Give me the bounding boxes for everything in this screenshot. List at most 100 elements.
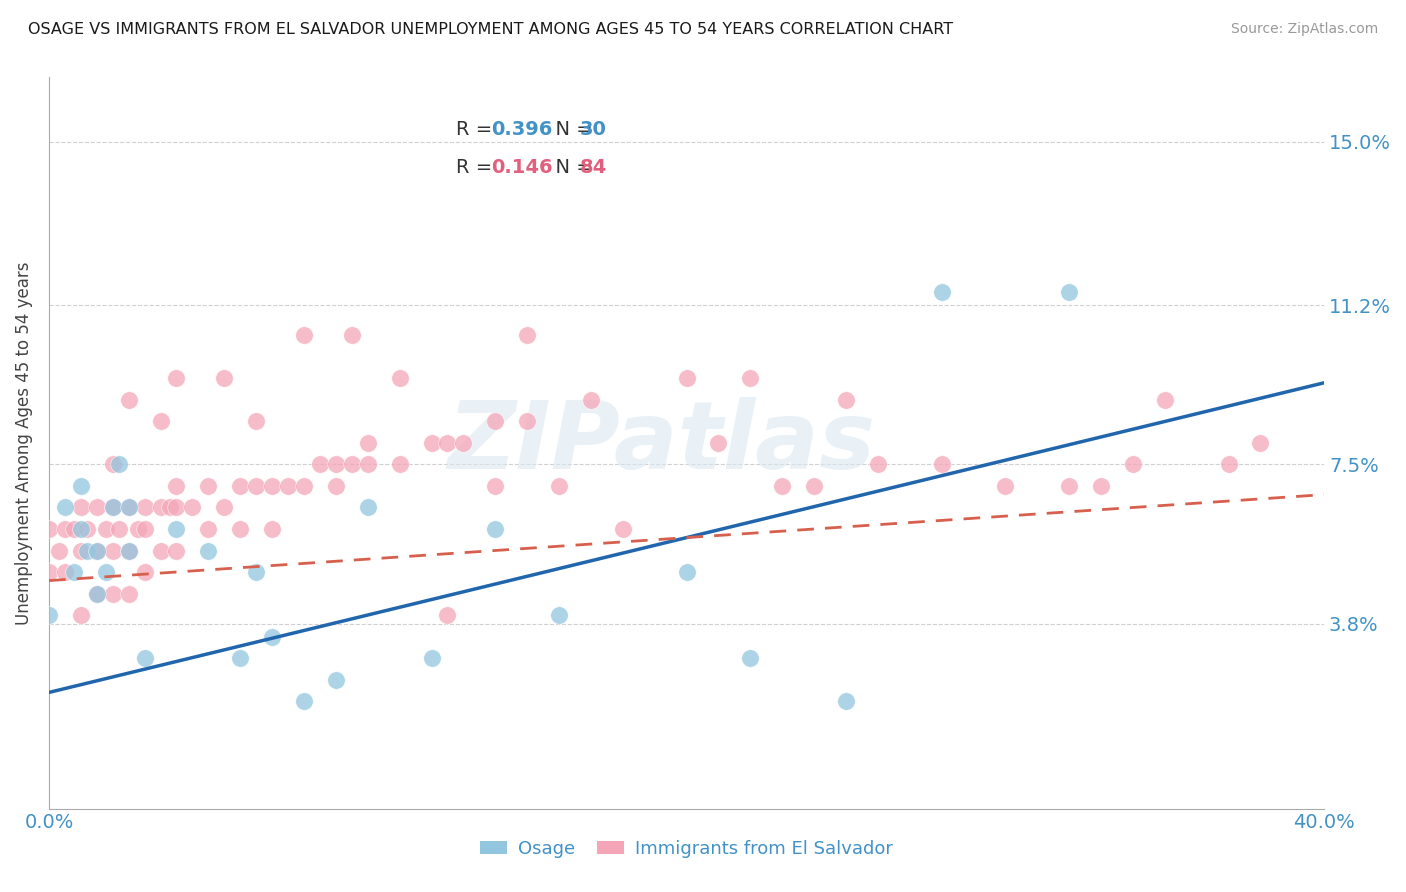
Point [340, 458, 363, 472]
Point [118, 543, 141, 558]
Point [166, 500, 188, 515]
Point [325, 458, 347, 472]
Point [245, 479, 267, 493]
Point [166, 479, 188, 493]
Point [516, 328, 538, 343]
Point [86, 543, 108, 558]
Point [38, 565, 60, 579]
Point [127, 522, 149, 536]
Point [612, 522, 634, 536]
Point [740, 371, 762, 385]
Point [931, 285, 953, 300]
Text: 84: 84 [579, 158, 606, 177]
Point [118, 586, 141, 600]
Point [229, 479, 252, 493]
Point [86, 586, 108, 600]
Point [835, 392, 858, 407]
Text: 0.396: 0.396 [491, 120, 553, 139]
Point [134, 565, 156, 579]
Point [76, 522, 98, 536]
Point [101, 586, 124, 600]
Point [149, 543, 172, 558]
Point [76, 543, 98, 558]
Point [340, 328, 363, 343]
Point [86, 500, 108, 515]
Point [325, 479, 347, 493]
Point [707, 436, 730, 450]
Text: 30: 30 [579, 120, 606, 139]
Point [1249, 436, 1271, 450]
Point [229, 522, 252, 536]
Point [166, 522, 188, 536]
Point [70, 500, 93, 515]
Point [70, 607, 93, 622]
Point [740, 651, 762, 665]
Point [70, 543, 93, 558]
Point [214, 500, 236, 515]
Point [48, 543, 70, 558]
Text: R =: R = [456, 158, 498, 177]
Point [357, 436, 380, 450]
Point [96, 522, 118, 536]
Point [866, 458, 889, 472]
Point [1057, 285, 1080, 300]
Legend: Osage, Immigrants from El Salvador: Osage, Immigrants from El Salvador [472, 833, 900, 865]
Point [262, 630, 284, 644]
Point [675, 565, 697, 579]
Point [118, 543, 141, 558]
Point [931, 458, 953, 472]
Point [63, 522, 86, 536]
Point [229, 651, 252, 665]
Point [1090, 479, 1112, 493]
Point [86, 586, 108, 600]
Point [292, 694, 315, 708]
Point [325, 673, 347, 687]
Point [1122, 458, 1144, 472]
Text: 0.146: 0.146 [491, 158, 553, 177]
Point [134, 651, 156, 665]
Point [101, 458, 124, 472]
Point [388, 458, 411, 472]
Point [101, 543, 124, 558]
Point [108, 522, 131, 536]
Point [484, 479, 506, 493]
Point [63, 565, 86, 579]
Point [1153, 392, 1175, 407]
Point [166, 371, 188, 385]
Text: ZIPatlas: ZIPatlas [447, 397, 875, 489]
Point [96, 565, 118, 579]
Point [53, 522, 76, 536]
Point [86, 543, 108, 558]
Text: R =: R = [456, 120, 498, 139]
Point [245, 415, 267, 429]
Point [181, 500, 204, 515]
Point [134, 500, 156, 515]
Point [149, 500, 172, 515]
Point [309, 458, 332, 472]
Point [101, 500, 124, 515]
Point [214, 371, 236, 385]
Point [38, 522, 60, 536]
Point [118, 500, 141, 515]
Point [277, 479, 299, 493]
Point [516, 415, 538, 429]
Point [835, 694, 858, 708]
Point [357, 458, 380, 472]
Point [101, 500, 124, 515]
Point [292, 328, 315, 343]
Point [245, 565, 267, 579]
Point [262, 522, 284, 536]
Point [149, 415, 172, 429]
Point [994, 479, 1017, 493]
Point [159, 500, 181, 515]
Point [118, 500, 141, 515]
Text: N =: N = [543, 120, 599, 139]
Point [675, 371, 697, 385]
Point [197, 479, 219, 493]
Point [484, 522, 506, 536]
Point [548, 607, 571, 622]
Point [436, 607, 458, 622]
Point [579, 392, 602, 407]
Point [108, 458, 131, 472]
Point [134, 522, 156, 536]
